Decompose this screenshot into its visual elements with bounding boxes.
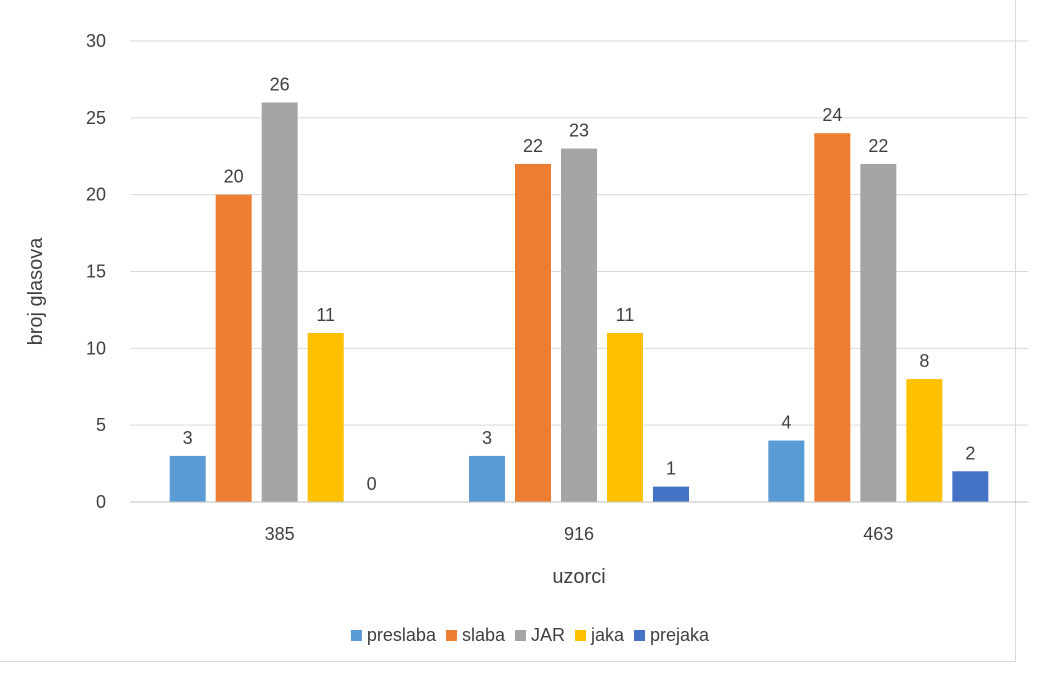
chart-frame: [0, 0, 1016, 662]
bar-preslaba-385: [169, 455, 206, 502]
y-axis-ticks: 0 5 10 15 20 25 30: [86, 31, 106, 512]
bar-JAR-385: [261, 102, 298, 502]
data-label-JAR-463: 22: [868, 136, 888, 156]
legend-item-slaba: slaba: [445, 625, 506, 645]
bar-jaka-463: [906, 379, 943, 502]
data-label-slaba-916: 22: [523, 136, 543, 156]
y-tick-label: 10: [86, 338, 106, 358]
data-label-jaka-385: 11: [316, 305, 335, 325]
bar-preslaba-463: [768, 440, 805, 502]
data-label-prejaka-916: 1: [666, 459, 676, 479]
bar-prejaka-916: [653, 486, 689, 502]
data-label-preslaba-916: 3: [482, 428, 492, 448]
bar-slaba-385: [215, 194, 252, 502]
y-tick-label: 15: [86, 262, 106, 282]
data-label-slaba-385: 20: [224, 167, 244, 187]
data-label-jaka-463: 8: [919, 351, 929, 371]
legend-swatch: [350, 630, 362, 641]
y-tick-label: 25: [86, 108, 106, 128]
data-label-jaka-916: 11: [616, 305, 635, 325]
bars: [169, 102, 989, 503]
data-label-preslaba-463: 4: [781, 413, 791, 433]
bar-JAR-463: [860, 163, 897, 502]
legend-item-JAR: JAR: [514, 625, 565, 645]
legend: preslaba slaba JAR jaka prejaka: [350, 625, 710, 645]
legend-item-prejaka: prejaka: [634, 625, 710, 645]
y-tick-label: 30: [86, 31, 106, 51]
x-axis-title: uzorci: [552, 566, 605, 588]
x-category-label: 916: [564, 524, 594, 544]
legend-swatch: [575, 630, 587, 641]
y-axis-title: broj glasova: [25, 237, 47, 346]
bar-prejaka-463: [952, 471, 989, 502]
data-label-JAR-916: 23: [569, 121, 589, 141]
legend-swatch: [634, 630, 646, 641]
y-tick-label: 20: [86, 185, 106, 205]
x-category-label: 463: [863, 524, 893, 544]
bar-jaka-385: [307, 332, 344, 502]
legend-item-jaka: jaka: [575, 625, 625, 645]
data-label-prejaka-385: 0: [367, 474, 377, 494]
legend-label: JAR: [531, 625, 565, 645]
bar-preslaba-916: [469, 455, 505, 502]
bar-JAR-916: [561, 148, 597, 503]
legend-item-preslaba: preslaba: [350, 625, 437, 645]
legend-label: slaba: [462, 625, 506, 645]
data-label-preslaba-385: 3: [183, 428, 193, 448]
x-axis-categories: 385 916 463: [265, 524, 894, 544]
data-label-prejaka-463: 2: [965, 443, 975, 463]
bar-jaka-916: [607, 332, 643, 502]
y-tick-label: 5: [96, 415, 106, 435]
legend-label: jaka: [590, 625, 625, 645]
bar-slaba-463: [814, 133, 851, 502]
legend-label: preslaba: [367, 625, 437, 645]
bar-slaba-916: [515, 163, 551, 502]
x-category-label: 385: [265, 524, 295, 544]
legend-label: prejaka: [650, 625, 710, 645]
data-label-slaba-463: 24: [822, 105, 842, 125]
y-tick-label: 0: [96, 492, 106, 512]
data-label-JAR-385: 26: [270, 74, 290, 94]
legend-swatch: [445, 630, 457, 641]
legend-swatch: [514, 630, 526, 641]
